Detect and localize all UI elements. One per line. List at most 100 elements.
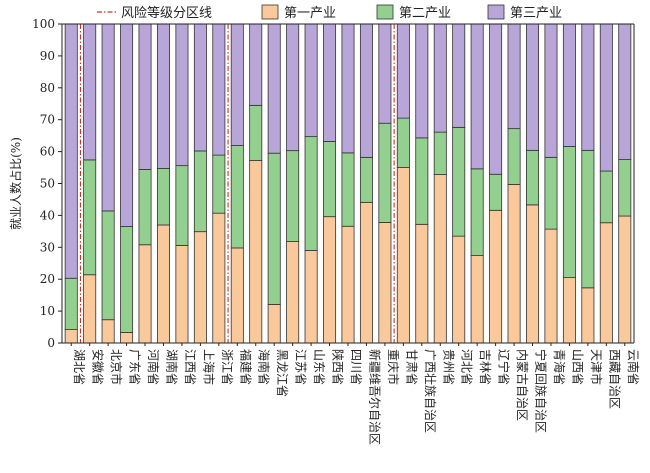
y-tick-label-3: 30 [40,240,55,254]
bar-segment-6-0 [175,244,189,344]
bar-segment-8-2 [212,23,226,156]
bar-segment-9-1 [230,145,244,249]
bar-segment-3-1 [120,226,134,333]
bar-segment-0-1 [64,277,78,330]
bar-segment-27-0 [562,277,576,344]
bar-segment-18-0 [396,167,410,344]
bar-segment-5-2 [156,23,170,169]
x-category-label-15: 四川省 [349,349,363,385]
bar-segment-15-0 [341,225,355,344]
x-category-label-12: 江苏省 [294,349,308,385]
bar-segment-10-1 [249,104,263,161]
bar-segment-0-0 [64,329,78,344]
x-category-label-25: 宁夏回族自治区 [534,349,549,433]
x-category-label-1: 安徽省 [91,349,106,385]
bar-segment-0-2 [64,23,78,279]
bar-segment-17-1 [378,122,392,223]
bar-segment-29-0 [599,222,613,344]
bar-segment-14-1 [323,140,337,218]
bar-segment-3-0 [120,332,134,344]
bar-segment-21-2 [452,23,466,128]
bar-segment-30-0 [618,215,632,344]
legend-swatch-series-0 [261,4,279,20]
x-category-label-24: 内蒙古自治区 [515,349,530,421]
x-category-label-0: 湖北省 [72,349,87,385]
legend-swatch-series-2 [487,4,505,20]
bar-segment-23-0 [489,209,503,344]
x-category-label-4: 河南省 [146,349,161,385]
bar-segment-19-2 [415,23,429,139]
legend-swatch-series-1 [376,4,394,20]
y-axis-title: 就业人数占比(%) [8,137,23,230]
bar-segment-26-0 [544,228,558,344]
y-tick-label-9: 90 [40,49,55,63]
y-tick-label-1: 10 [40,304,55,318]
x-category-label-28: 天津市 [589,349,604,385]
bar-segment-10-0 [249,160,263,344]
bar-segment-19-0 [415,223,429,344]
bar-segment-7-1 [193,150,207,233]
bar-segment-1-0 [83,274,97,344]
bar-segment-4-1 [138,169,152,246]
bar-segment-11-0 [267,303,281,344]
bar-segment-12-1 [286,150,300,242]
bar-segment-30-1 [618,159,632,217]
bar-segment-16-1 [359,156,373,203]
x-category-label-2: 北京市 [109,349,124,385]
x-category-label-29: 西藏自治区 [607,349,621,409]
bar-segment-16-2 [359,23,373,158]
bar-segment-18-2 [396,23,410,119]
x-category-label-18: 甘肃省 [404,349,418,385]
bar-segment-8-0 [212,212,226,344]
x-category-label-26: 青海省 [552,349,567,385]
bar-segment-1-1 [83,159,97,276]
bar-segment-5-1 [156,168,170,226]
x-category-label-10: 海南省 [257,349,272,385]
x-category-label-17: 重庆市 [386,349,401,385]
bar-segment-23-2 [489,23,503,175]
bar-segment-25-1 [526,149,540,206]
x-category-label-19: 广西壮族自治区 [423,349,437,433]
bar-segment-25-0 [526,204,540,344]
x-category-label-14: 陕西省 [331,349,346,385]
bar-segment-13-0 [304,250,318,344]
bar-segment-18-1 [396,117,410,168]
bar-segment-24-1 [507,128,521,185]
bar-segment-9-0 [230,247,244,344]
legend-label-series-0: 第一产业 [284,6,336,21]
bar-segment-6-1 [175,165,189,246]
bar-segment-28-1 [581,149,595,289]
bar-segment-20-0 [433,174,447,344]
x-category-label-11: 黑龙江省 [275,349,289,397]
x-category-label-3: 广东省 [128,349,142,385]
bar-segment-27-1 [562,146,576,279]
bar-segment-1-2 [83,23,97,161]
bar-segment-23-1 [489,173,503,211]
y-tick-label-4: 40 [40,208,55,222]
x-category-label-30: 云南省 [626,349,641,385]
x-category-label-23: 辽宁省 [497,349,512,385]
bar-segment-3-2 [120,23,134,227]
x-category-label-5: 湖南省 [164,349,179,385]
bar-segment-20-2 [433,23,447,133]
bar-segment-14-2 [323,23,337,142]
bar-segment-24-0 [507,184,521,344]
y-tick-label-5: 50 [40,177,55,191]
bar-segment-10-2 [249,23,263,106]
bar-segment-20-1 [433,131,447,175]
bar-segment-15-2 [341,23,355,154]
bar-segment-26-1 [544,156,558,230]
bar-segment-7-2 [193,23,207,152]
bar-segment-25-2 [526,23,540,151]
x-category-label-7: 上海市 [201,349,216,385]
x-category-label-13: 山东省 [312,349,326,385]
bar-segment-28-0 [581,287,595,344]
bar-segment-7-0 [193,231,207,344]
bar-segment-28-2 [581,23,595,151]
bar-segment-5-0 [156,224,170,344]
bar-segment-12-0 [286,241,300,344]
bar-segment-14-0 [323,216,337,344]
x-category-label-8: 浙江省 [220,349,234,385]
